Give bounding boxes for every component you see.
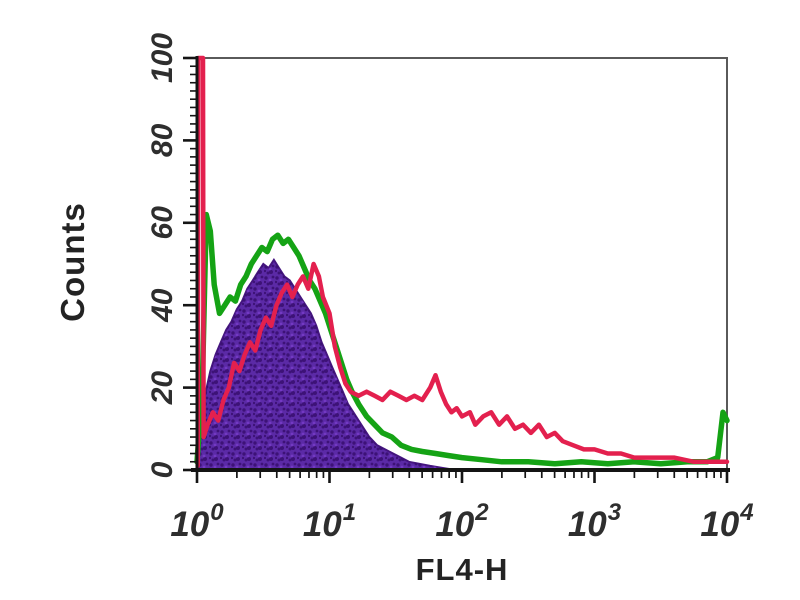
y-tick-label-40: 40 xyxy=(146,288,179,323)
series-filled-violet-histogram-texture xyxy=(197,259,456,470)
x-axis-title: FL4-H xyxy=(416,552,509,587)
y-tick-label-100: 100 xyxy=(146,33,179,83)
axes xyxy=(183,56,730,483)
y-axis-title: Counts xyxy=(54,202,91,322)
series-red-outline-histogram xyxy=(195,55,730,469)
chart-generated-content: 0 20 40 60 80 100 100 101 102 103 104 xyxy=(146,33,754,544)
x-tick-label-10e3: 103 xyxy=(568,499,622,544)
x-tick-label-10e1: 101 xyxy=(303,499,356,544)
x-tick-label-10e4: 104 xyxy=(700,499,753,544)
y-tick-label-80: 80 xyxy=(146,123,179,157)
y-tick-label-0: 0 xyxy=(146,461,179,478)
y-tick-label-60: 60 xyxy=(146,206,179,240)
x-tick-label-10e2: 102 xyxy=(435,499,489,544)
plot-frame xyxy=(197,57,728,470)
x-tick-label-10e0: 100 xyxy=(170,499,224,544)
y-tick-label-20: 20 xyxy=(146,371,179,406)
